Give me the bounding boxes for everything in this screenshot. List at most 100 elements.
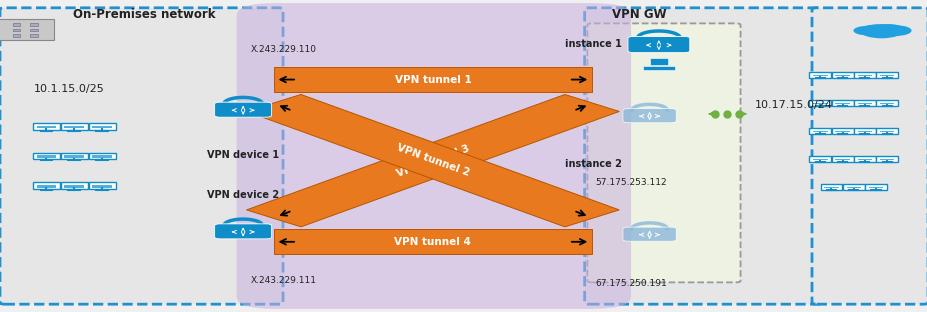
Text: VPN GW: VPN GW xyxy=(612,8,667,21)
FancyBboxPatch shape xyxy=(857,103,871,104)
FancyBboxPatch shape xyxy=(649,58,667,65)
Text: VPN tunnel 1: VPN tunnel 1 xyxy=(394,75,471,85)
FancyBboxPatch shape xyxy=(857,75,871,76)
FancyBboxPatch shape xyxy=(842,184,864,190)
Text: On-Premises network: On-Premises network xyxy=(72,8,215,21)
FancyBboxPatch shape xyxy=(831,72,853,78)
Text: 10.1.15.0/25: 10.1.15.0/25 xyxy=(34,84,105,94)
Text: instance 2: instance 2 xyxy=(565,159,622,169)
FancyBboxPatch shape xyxy=(808,72,831,78)
FancyBboxPatch shape xyxy=(834,131,849,132)
FancyBboxPatch shape xyxy=(879,159,894,160)
Text: VPN device 1: VPN device 1 xyxy=(207,150,279,160)
FancyBboxPatch shape xyxy=(214,102,272,117)
FancyBboxPatch shape xyxy=(36,155,57,158)
FancyBboxPatch shape xyxy=(808,100,831,106)
FancyBboxPatch shape xyxy=(64,126,84,128)
FancyBboxPatch shape xyxy=(811,8,927,304)
Circle shape xyxy=(861,25,886,33)
FancyBboxPatch shape xyxy=(812,131,827,132)
FancyBboxPatch shape xyxy=(879,131,894,132)
FancyBboxPatch shape xyxy=(819,184,842,190)
FancyBboxPatch shape xyxy=(88,123,116,130)
Circle shape xyxy=(879,25,910,36)
FancyBboxPatch shape xyxy=(845,187,860,188)
FancyBboxPatch shape xyxy=(92,155,112,158)
FancyBboxPatch shape xyxy=(32,153,60,159)
FancyBboxPatch shape xyxy=(584,8,820,304)
FancyBboxPatch shape xyxy=(857,159,871,160)
FancyBboxPatch shape xyxy=(60,182,88,189)
Polygon shape xyxy=(247,95,618,227)
FancyBboxPatch shape xyxy=(32,182,60,189)
Text: 10.17.15.0/24: 10.17.15.0/24 xyxy=(754,100,832,110)
FancyBboxPatch shape xyxy=(622,109,676,123)
FancyBboxPatch shape xyxy=(214,224,272,239)
FancyBboxPatch shape xyxy=(808,156,831,162)
Circle shape xyxy=(853,26,881,35)
Text: 67.175.250.191: 67.175.250.191 xyxy=(595,279,667,288)
FancyBboxPatch shape xyxy=(88,182,116,189)
FancyBboxPatch shape xyxy=(879,75,894,76)
Polygon shape xyxy=(273,67,591,92)
FancyBboxPatch shape xyxy=(834,75,849,76)
FancyBboxPatch shape xyxy=(236,3,630,309)
FancyBboxPatch shape xyxy=(853,156,875,162)
FancyBboxPatch shape xyxy=(823,187,838,188)
FancyBboxPatch shape xyxy=(92,185,112,188)
FancyBboxPatch shape xyxy=(875,156,897,162)
FancyBboxPatch shape xyxy=(875,128,897,134)
FancyBboxPatch shape xyxy=(628,37,689,53)
Polygon shape xyxy=(273,229,591,254)
FancyBboxPatch shape xyxy=(853,72,875,78)
FancyBboxPatch shape xyxy=(13,34,20,37)
FancyBboxPatch shape xyxy=(60,153,88,159)
FancyBboxPatch shape xyxy=(64,185,84,188)
Circle shape xyxy=(875,24,902,33)
FancyBboxPatch shape xyxy=(879,103,894,104)
Text: VPN tunnel 2: VPN tunnel 2 xyxy=(395,143,470,178)
FancyBboxPatch shape xyxy=(32,123,60,130)
Text: VPN tunnel 3: VPN tunnel 3 xyxy=(395,143,470,178)
FancyBboxPatch shape xyxy=(64,155,84,158)
FancyBboxPatch shape xyxy=(13,29,20,31)
FancyBboxPatch shape xyxy=(36,126,57,128)
Text: X.243.229.111: X.243.229.111 xyxy=(250,276,316,285)
FancyBboxPatch shape xyxy=(622,227,676,241)
FancyBboxPatch shape xyxy=(812,159,827,160)
FancyBboxPatch shape xyxy=(812,103,827,104)
Text: X.243.229.110: X.243.229.110 xyxy=(250,45,316,54)
FancyBboxPatch shape xyxy=(875,72,897,78)
Circle shape xyxy=(859,24,902,38)
FancyBboxPatch shape xyxy=(853,128,875,134)
FancyBboxPatch shape xyxy=(853,100,875,106)
FancyBboxPatch shape xyxy=(857,131,871,132)
FancyBboxPatch shape xyxy=(36,185,57,188)
FancyBboxPatch shape xyxy=(88,153,116,159)
FancyBboxPatch shape xyxy=(868,187,883,188)
FancyBboxPatch shape xyxy=(31,29,38,31)
FancyBboxPatch shape xyxy=(0,8,283,304)
FancyBboxPatch shape xyxy=(831,100,853,106)
FancyBboxPatch shape xyxy=(834,103,849,104)
Text: instance 1: instance 1 xyxy=(565,39,622,49)
FancyBboxPatch shape xyxy=(0,19,54,40)
FancyBboxPatch shape xyxy=(31,23,38,26)
FancyBboxPatch shape xyxy=(808,128,831,134)
Polygon shape xyxy=(247,95,618,227)
FancyBboxPatch shape xyxy=(31,34,38,37)
FancyBboxPatch shape xyxy=(864,184,886,190)
FancyBboxPatch shape xyxy=(642,66,674,70)
Text: VPN tunnel 4: VPN tunnel 4 xyxy=(394,237,471,247)
FancyBboxPatch shape xyxy=(831,156,853,162)
FancyBboxPatch shape xyxy=(13,23,20,26)
FancyBboxPatch shape xyxy=(812,75,827,76)
FancyBboxPatch shape xyxy=(60,123,88,130)
FancyBboxPatch shape xyxy=(92,126,112,128)
Text: VPN device 2: VPN device 2 xyxy=(207,190,279,200)
Text: 57.175.253.112: 57.175.253.112 xyxy=(595,178,667,187)
FancyBboxPatch shape xyxy=(831,128,853,134)
FancyBboxPatch shape xyxy=(875,100,897,106)
FancyBboxPatch shape xyxy=(587,23,740,282)
FancyBboxPatch shape xyxy=(834,159,849,160)
